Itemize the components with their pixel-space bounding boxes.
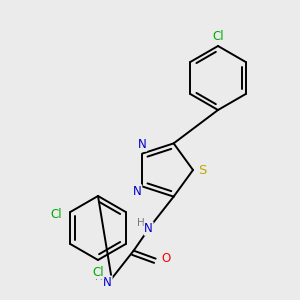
Text: N: N xyxy=(144,222,153,235)
Text: Cl: Cl xyxy=(92,266,104,278)
Text: S: S xyxy=(198,164,206,176)
Text: H: H xyxy=(137,218,145,228)
Text: Cl: Cl xyxy=(212,29,224,43)
Text: H: H xyxy=(95,272,103,282)
Text: O: O xyxy=(161,252,170,265)
Text: N: N xyxy=(103,276,112,289)
Text: N: N xyxy=(133,185,142,198)
Text: N: N xyxy=(138,138,147,151)
Text: Cl: Cl xyxy=(50,208,62,220)
